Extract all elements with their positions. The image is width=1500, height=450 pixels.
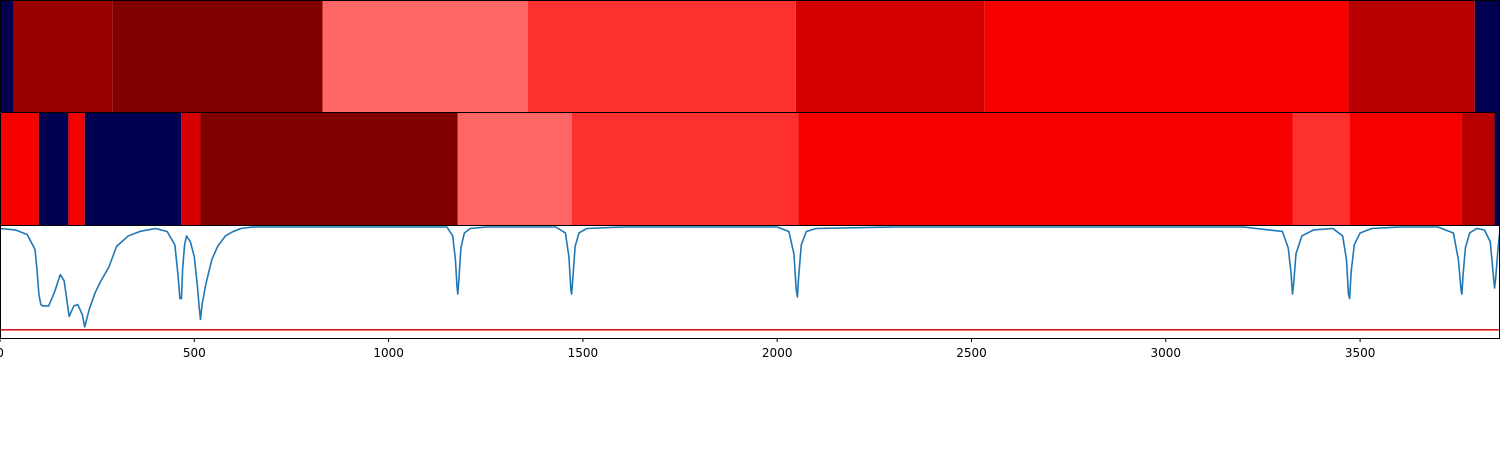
- heatmap-2-segment-3: [84, 112, 182, 225]
- x-tick-label-500: 500: [183, 346, 206, 360]
- x-tick-label-2000: 2000: [762, 346, 793, 360]
- x-axis: 0 500 1000 1500 2000 2500 3000 3500: [0, 338, 1375, 360]
- heatmap-2-segment-12: [1494, 112, 1500, 225]
- heatmap-2-segment-2: [68, 112, 85, 225]
- heatmap-1-segment-7: [1348, 0, 1475, 113]
- x-tick-label-3500: 3500: [1345, 346, 1376, 360]
- heatmap-2-segment-1: [38, 112, 69, 225]
- heatmap-1-segment-8: [1474, 0, 1500, 113]
- heatmap-2-segment-0: [0, 112, 39, 225]
- x-tick-label-1500: 1500: [568, 346, 599, 360]
- heatmap-1-segment-5: [795, 0, 985, 113]
- heatmap-2-segment-5: [200, 112, 458, 225]
- heatmap-2-segment-7: [571, 112, 799, 225]
- line-series-0: [0, 226, 1500, 328]
- heatmap-1-segment-6: [984, 0, 1349, 113]
- heatmap-2-segment-11: [1461, 112, 1495, 225]
- heatmap-1-segments: [0, 0, 1500, 113]
- heatmap-2-segment-10: [1350, 112, 1462, 225]
- heatmap-2-segment-9: [1292, 112, 1350, 225]
- heatmap-2-segment-6: [457, 112, 572, 225]
- heatmap-2-segment-4: [181, 112, 201, 225]
- heatmap-1-segment-2: [112, 0, 323, 113]
- x-tick-label-2500: 2500: [956, 346, 987, 360]
- heatmap-1-segment-1: [13, 0, 113, 113]
- heatmap-1-segment-3: [322, 0, 528, 113]
- x-tick-label-3000: 3000: [1151, 346, 1182, 360]
- x-tick-label-0: 0: [0, 346, 4, 360]
- heatmap-2-segment-8: [798, 112, 1293, 225]
- heatmap-1-segment-4: [527, 0, 796, 113]
- x-tick-label-1000: 1000: [373, 346, 404, 360]
- heatmap-2-segments: [0, 112, 1500, 225]
- line-plot: [0, 226, 1500, 331]
- heatmap-1-segment-0: [0, 0, 14, 113]
